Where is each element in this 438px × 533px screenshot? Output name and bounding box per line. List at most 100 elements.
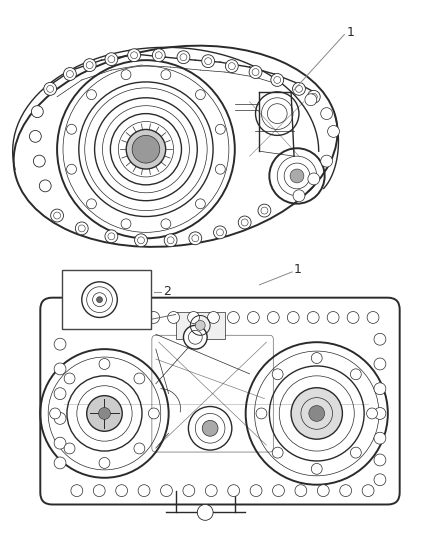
- Circle shape: [64, 443, 75, 454]
- Circle shape: [164, 234, 177, 247]
- Circle shape: [258, 204, 271, 217]
- Circle shape: [340, 484, 352, 497]
- Circle shape: [127, 49, 141, 62]
- Circle shape: [126, 130, 166, 169]
- Circle shape: [205, 484, 217, 497]
- Circle shape: [374, 474, 386, 486]
- Text: 2: 2: [163, 285, 170, 298]
- Circle shape: [87, 395, 122, 431]
- Circle shape: [272, 484, 284, 497]
- Circle shape: [208, 311, 219, 324]
- Circle shape: [88, 311, 100, 324]
- Circle shape: [54, 338, 66, 350]
- Circle shape: [75, 222, 88, 235]
- Circle shape: [215, 124, 225, 134]
- Circle shape: [187, 311, 199, 324]
- Circle shape: [202, 55, 215, 68]
- Circle shape: [134, 373, 145, 384]
- Circle shape: [105, 230, 118, 243]
- Circle shape: [347, 311, 359, 324]
- Text: 1: 1: [294, 263, 302, 277]
- Circle shape: [271, 74, 284, 86]
- Circle shape: [152, 49, 165, 62]
- Circle shape: [99, 408, 110, 419]
- Text: 1: 1: [346, 26, 354, 39]
- Circle shape: [214, 226, 226, 239]
- Circle shape: [374, 383, 386, 394]
- Bar: [62, 270, 151, 329]
- Circle shape: [321, 155, 332, 167]
- Circle shape: [247, 311, 259, 324]
- Circle shape: [121, 70, 131, 79]
- Bar: [176, 311, 225, 339]
- Circle shape: [293, 83, 305, 95]
- Circle shape: [168, 311, 180, 324]
- Circle shape: [287, 311, 299, 324]
- Circle shape: [184, 325, 207, 349]
- Circle shape: [227, 311, 239, 324]
- Circle shape: [177, 51, 190, 63]
- Circle shape: [267, 104, 287, 124]
- Circle shape: [68, 311, 80, 324]
- Circle shape: [307, 311, 319, 324]
- Circle shape: [138, 484, 150, 497]
- Circle shape: [148, 311, 159, 324]
- Circle shape: [226, 60, 238, 72]
- Circle shape: [189, 232, 202, 245]
- Circle shape: [32, 106, 43, 118]
- Circle shape: [367, 408, 378, 419]
- Circle shape: [96, 297, 102, 303]
- Circle shape: [321, 108, 332, 119]
- Circle shape: [350, 447, 361, 458]
- Circle shape: [71, 484, 83, 497]
- Circle shape: [54, 363, 66, 375]
- Circle shape: [67, 164, 77, 174]
- Circle shape: [54, 413, 66, 424]
- Circle shape: [161, 219, 171, 229]
- Circle shape: [67, 124, 77, 134]
- Circle shape: [134, 443, 145, 454]
- Circle shape: [228, 484, 240, 497]
- Circle shape: [54, 437, 66, 449]
- Circle shape: [318, 484, 329, 497]
- Circle shape: [83, 59, 96, 71]
- Circle shape: [87, 199, 96, 209]
- Circle shape: [272, 447, 283, 458]
- Circle shape: [195, 320, 205, 330]
- Circle shape: [128, 311, 140, 324]
- Circle shape: [362, 484, 374, 497]
- Circle shape: [93, 484, 105, 497]
- Circle shape: [256, 408, 267, 419]
- Circle shape: [195, 90, 205, 100]
- Circle shape: [39, 180, 51, 192]
- Circle shape: [121, 219, 131, 229]
- Circle shape: [374, 333, 386, 345]
- Circle shape: [183, 484, 195, 497]
- Circle shape: [367, 311, 379, 324]
- Circle shape: [374, 454, 386, 466]
- Circle shape: [134, 234, 148, 247]
- Circle shape: [161, 70, 171, 79]
- Circle shape: [290, 169, 304, 183]
- Circle shape: [305, 94, 317, 106]
- Circle shape: [284, 163, 310, 189]
- Circle shape: [99, 457, 110, 469]
- Circle shape: [54, 387, 66, 400]
- Circle shape: [272, 369, 283, 379]
- Circle shape: [215, 164, 225, 174]
- Circle shape: [44, 83, 57, 95]
- Circle shape: [374, 408, 386, 419]
- Circle shape: [293, 190, 305, 201]
- Circle shape: [250, 484, 262, 497]
- Circle shape: [374, 358, 386, 370]
- Circle shape: [116, 484, 127, 497]
- Circle shape: [249, 66, 262, 78]
- Circle shape: [197, 505, 213, 520]
- Circle shape: [291, 387, 343, 439]
- Circle shape: [49, 408, 60, 419]
- Circle shape: [309, 406, 325, 422]
- Circle shape: [64, 373, 75, 384]
- Circle shape: [311, 463, 322, 474]
- Circle shape: [374, 432, 386, 444]
- Circle shape: [238, 216, 251, 229]
